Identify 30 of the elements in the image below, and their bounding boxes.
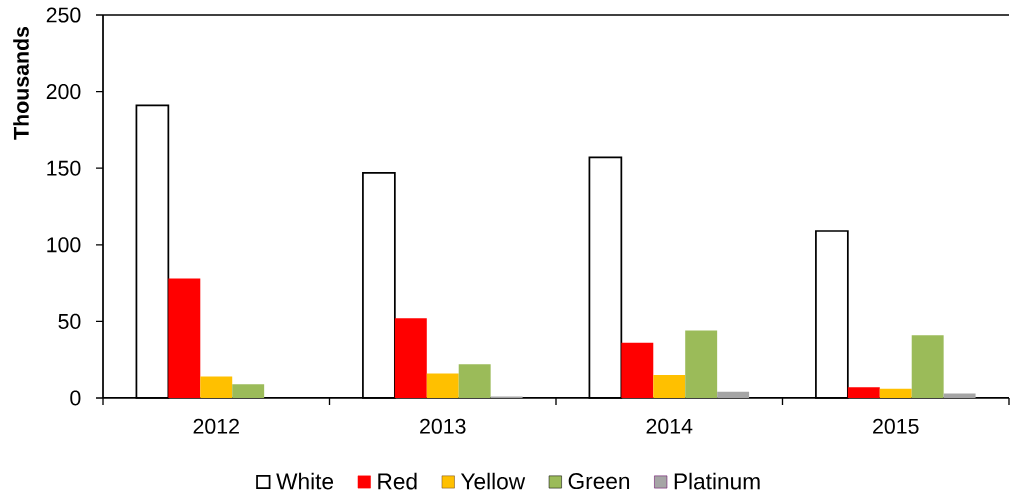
x-tick-label: 2014	[646, 418, 693, 434]
y-axis-title: Thousands	[13, 26, 29, 140]
bar	[426, 373, 459, 398]
y-tick-label: 50	[58, 313, 81, 329]
y-tick-label: 250	[46, 7, 81, 23]
x-tick-label: 2015	[873, 418, 919, 434]
bar	[847, 387, 880, 398]
y-tick-label: 100	[47, 237, 81, 253]
bar	[653, 375, 686, 398]
bar	[717, 391, 750, 398]
bar	[168, 278, 201, 398]
y-tick-label: 150	[47, 160, 81, 176]
x-tick-label: 2012	[193, 418, 239, 434]
x-tick-label: 2013	[420, 418, 466, 434]
bar	[879, 388, 912, 398]
bar	[394, 318, 427, 398]
y-tick-label: 0	[70, 390, 81, 406]
legend-label: Yellow	[460, 472, 526, 490]
bar	[200, 376, 233, 398]
bar	[621, 342, 654, 398]
legend-label: Platinum	[674, 472, 760, 490]
legend-label: Green	[568, 473, 630, 490]
legend-label: Red	[378, 472, 417, 490]
bar	[458, 364, 491, 398]
y-tick-label: 200	[46, 84, 81, 100]
bar	[911, 335, 944, 398]
bar	[232, 384, 265, 398]
legend-label: White	[276, 472, 334, 490]
bar	[685, 330, 718, 398]
bar	[943, 393, 976, 398]
